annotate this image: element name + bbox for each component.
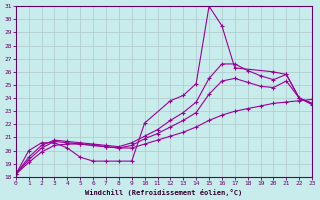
X-axis label: Windchill (Refroidissement éolien,°C): Windchill (Refroidissement éolien,°C) — [85, 189, 243, 196]
